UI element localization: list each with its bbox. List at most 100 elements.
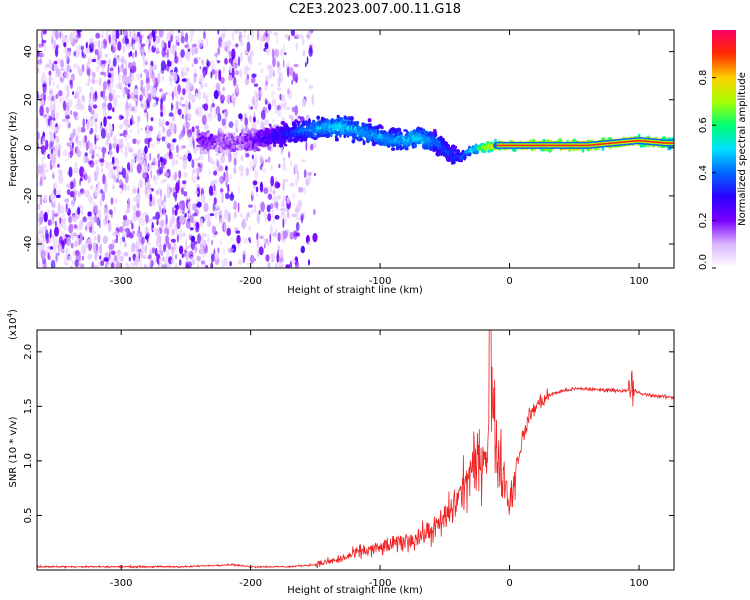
noise-mark bbox=[37, 149, 40, 157]
noise-mark bbox=[122, 214, 128, 221]
noise-mark bbox=[258, 210, 261, 215]
noise-mark bbox=[150, 117, 154, 122]
noise-mark bbox=[189, 140, 193, 149]
ridge-mark bbox=[349, 115, 354, 122]
noise-mark bbox=[139, 259, 143, 268]
noise-mark bbox=[149, 193, 153, 202]
noise-mark bbox=[153, 141, 156, 146]
noise-mark bbox=[174, 171, 178, 181]
ridge-mark bbox=[361, 138, 364, 141]
noise-mark bbox=[251, 208, 254, 215]
noise-mark bbox=[124, 118, 129, 127]
x-tick-label: -200 bbox=[239, 578, 262, 589]
noise-mark bbox=[158, 205, 162, 213]
ridge-mark bbox=[312, 137, 318, 140]
noise-mark bbox=[299, 34, 304, 39]
noise-mark bbox=[40, 76, 43, 85]
noise-mark bbox=[196, 255, 201, 262]
noise-mark bbox=[140, 73, 143, 79]
noise-mark bbox=[219, 238, 222, 246]
noise-mark bbox=[226, 94, 232, 104]
noise-mark bbox=[207, 152, 210, 163]
noise-mark bbox=[223, 171, 226, 182]
noise-mark bbox=[107, 222, 112, 233]
noise-mark bbox=[247, 33, 250, 41]
noise-mark bbox=[231, 31, 234, 42]
noise-mark bbox=[54, 220, 57, 227]
noise-mark bbox=[104, 53, 108, 58]
noise-mark bbox=[213, 183, 216, 191]
snr-series-line bbox=[37, 330, 674, 569]
x-tick-label: -200 bbox=[239, 276, 262, 287]
x-tick-label: -100 bbox=[369, 578, 392, 589]
noise-mark bbox=[221, 41, 224, 49]
noise-mark bbox=[266, 240, 270, 247]
noise-mark bbox=[77, 206, 81, 215]
noise-mark bbox=[314, 173, 316, 176]
noise-mark bbox=[73, 50, 76, 57]
noise-mark bbox=[40, 136, 43, 145]
ridge-mark bbox=[435, 151, 441, 157]
noise-mark bbox=[106, 83, 112, 90]
noise-mark bbox=[279, 93, 282, 101]
noise-mark bbox=[100, 158, 105, 163]
noise-mark bbox=[136, 163, 142, 174]
noise-mark bbox=[54, 226, 59, 237]
noise-mark bbox=[81, 50, 84, 57]
noise-mark bbox=[151, 247, 156, 254]
noise-mark bbox=[129, 50, 133, 57]
noise-mark bbox=[101, 34, 104, 39]
noise-mark bbox=[251, 154, 254, 160]
ridge-mark bbox=[637, 133, 641, 138]
noise-mark bbox=[132, 213, 136, 223]
noise-mark bbox=[291, 213, 297, 218]
noise-mark bbox=[196, 201, 202, 208]
noise-mark bbox=[192, 169, 194, 177]
noise-mark bbox=[255, 186, 259, 193]
noise-mark bbox=[187, 112, 192, 120]
noise-mark bbox=[43, 176, 46, 181]
noise-mark bbox=[42, 82, 47, 94]
noise-mark bbox=[218, 70, 222, 82]
noise-mark bbox=[256, 238, 260, 249]
noise-mark bbox=[91, 71, 96, 79]
noise-mark bbox=[252, 95, 255, 106]
noise-mark bbox=[109, 243, 115, 251]
noise-mark bbox=[136, 251, 140, 259]
noise-mark bbox=[210, 253, 215, 263]
noise-mark bbox=[214, 52, 219, 57]
noise-mark bbox=[173, 191, 178, 199]
noise-mark bbox=[128, 256, 131, 262]
noise-mark bbox=[296, 232, 300, 237]
snr-x-ticks: -300 -200 -100 0 100 bbox=[110, 330, 649, 589]
noise-mark bbox=[256, 119, 260, 125]
noise-mark bbox=[174, 55, 179, 64]
noise-mark bbox=[65, 50, 69, 62]
noise-mark bbox=[77, 85, 82, 95]
noise-mark bbox=[166, 189, 171, 199]
noise-mark bbox=[219, 217, 224, 225]
noise-mark bbox=[94, 123, 98, 134]
noise-mark bbox=[109, 149, 113, 159]
noise-mark bbox=[87, 175, 91, 184]
noise-mark bbox=[57, 148, 61, 158]
noise-mark bbox=[282, 180, 285, 192]
noise-mark bbox=[225, 117, 228, 122]
noise-mark bbox=[161, 136, 166, 142]
noise-mark bbox=[69, 190, 75, 198]
noise-mark bbox=[281, 200, 285, 208]
noise-mark bbox=[143, 86, 146, 97]
noise-mark bbox=[115, 260, 121, 268]
noise-mark bbox=[114, 223, 120, 230]
noise-mark bbox=[204, 82, 208, 88]
noise-mark bbox=[125, 109, 130, 118]
noise-mark bbox=[165, 235, 169, 245]
noise-mark bbox=[37, 229, 43, 233]
noise-mark bbox=[145, 214, 149, 224]
noise-mark bbox=[48, 70, 52, 77]
ridge-mark bbox=[197, 133, 202, 136]
noise-mark bbox=[94, 49, 99, 56]
noise-mark bbox=[269, 185, 273, 194]
snr-x-axis-label: Height of straight line (km) bbox=[287, 585, 423, 596]
noise-mark bbox=[170, 238, 176, 243]
